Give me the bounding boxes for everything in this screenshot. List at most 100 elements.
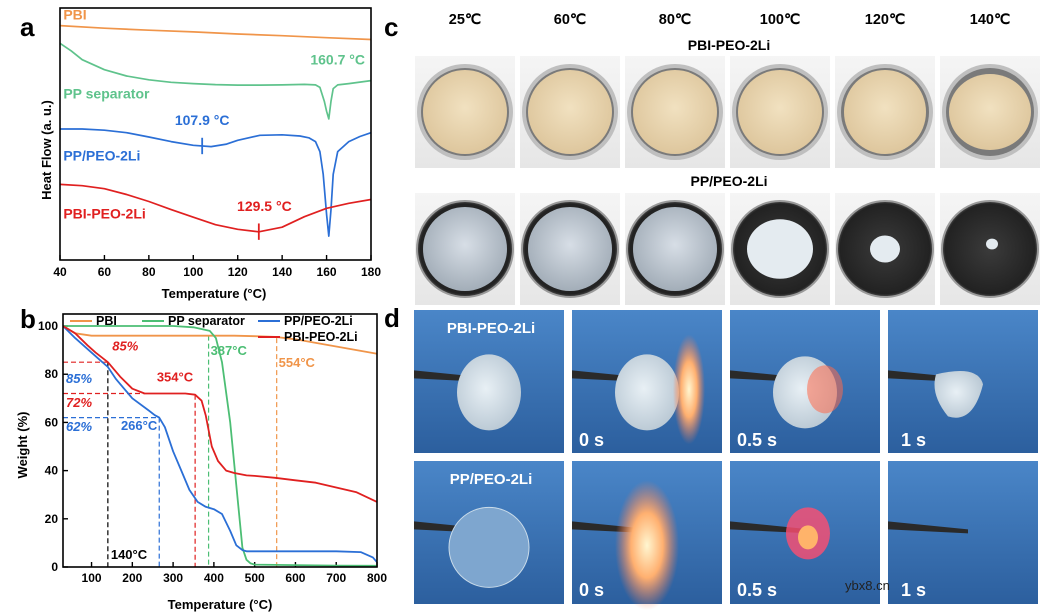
a-x-tick-label: 40	[53, 265, 67, 279]
b-annotation-354: 354°C	[157, 369, 194, 384]
photo-row-pbi-peo	[415, 56, 1040, 168]
b-legend-label: PP separator	[168, 314, 245, 328]
b-annotation-85-pp: 85%	[66, 371, 92, 386]
b-series-line	[63, 325, 378, 567]
b-series-line	[62, 325, 378, 355]
temperature-labels: 25℃ 60℃ 80℃ 100℃ 120℃ 140℃	[449, 12, 1011, 28]
panel-label-b: b	[20, 304, 36, 334]
a-series-line	[60, 128, 372, 237]
chart-b-ticks: 100 200 300 400 500 600 700 800 0 20 40 60 80 100	[38, 319, 387, 585]
a-series-line	[59, 24, 372, 41]
pp-peo-photo	[835, 193, 935, 305]
flame-photo	[730, 310, 880, 453]
flame-photo	[888, 310, 1038, 453]
pp-peo-photo	[940, 193, 1040, 305]
chart-a-x-ticks: 40 60 80 100 120 140 160 180	[53, 255, 381, 279]
b-x-tick-label: 800	[367, 571, 387, 585]
pp-peo-photo	[625, 193, 725, 305]
b-y-tick-label: 20	[45, 512, 59, 526]
b-legend-label: PBI-PEO-2Li	[284, 330, 358, 344]
b-annotation-140: 140°C	[111, 547, 148, 562]
b-x-tick-label: 500	[245, 571, 265, 585]
d-time-05s-r1: 0.5 s	[737, 430, 777, 450]
temperature-label: 60℃	[554, 12, 587, 28]
b-annotation-554: 554°C	[279, 355, 316, 370]
d-row1-label: PBI-PEO-2Li	[447, 320, 535, 337]
d-time-05s-r2: 0.5 s	[737, 580, 777, 600]
flame-photo	[414, 461, 564, 604]
b-x-tick-label: 700	[326, 571, 346, 585]
b-x-tick-label: 200	[122, 571, 142, 585]
chart-a-xlabel: Temperature (°C)	[162, 286, 267, 301]
chart-b-ylabel: Weight (%)	[15, 412, 30, 479]
flame-test-photos	[414, 310, 1038, 611]
a-x-tick-label: 120	[228, 265, 248, 279]
b-annotation-387: 387°C	[211, 343, 248, 358]
pp-peo-photo	[415, 193, 515, 305]
temperature-label: 25℃	[449, 12, 482, 28]
panel-label-c: c	[384, 12, 398, 42]
watermark: ybx8.cn	[845, 578, 890, 593]
b-x-tick-label: 300	[163, 571, 183, 585]
b-annotation-266: 266°C	[121, 418, 158, 433]
a-x-tick-label: 60	[98, 265, 112, 279]
pbi-peo-photo	[625, 56, 725, 168]
row-label-pp-peo: PP/PEO-2Li	[690, 173, 767, 189]
b-series-line	[62, 325, 378, 563]
a-x-tick-label: 160	[317, 265, 337, 279]
flame-photo	[730, 461, 880, 604]
pbi-peo-photo	[730, 56, 830, 168]
a-annotation: 160.7 °C	[310, 52, 365, 68]
d-time-1s-r2: 1 s	[901, 580, 926, 600]
chart-b-legend: PBI PP separator PP/PEO-2Li PBI-PEO-2Li	[70, 314, 358, 344]
b-y-tick-label: 60	[45, 415, 59, 429]
temperature-label: 80℃	[659, 12, 692, 28]
b-legend-label: PBI	[96, 314, 117, 328]
pbi-peo-photo	[415, 56, 515, 168]
b-x-tick-label: 100	[82, 571, 102, 585]
panel-c: c 25℃ 60℃ 80℃ 100℃ 120℃ 140℃ PBI-PEO-2Li PP/P…	[384, 12, 1040, 305]
b-legend-label: PP/PEO-2Li	[284, 314, 353, 328]
b-annotation-62: 62%	[66, 419, 92, 434]
panel-a: a Heat Flow (a. u.) Temperature (°C) 40 6…	[20, 6, 381, 301]
flame-photo	[414, 310, 564, 453]
b-annotation-72: 72%	[66, 395, 92, 410]
pp-peo-photo	[520, 193, 620, 305]
d-time-1s-r1: 1 s	[901, 430, 926, 450]
temperature-label: 140℃	[970, 12, 1011, 28]
d-time-0s-r1: 0 s	[579, 430, 604, 450]
temperature-label: 100℃	[760, 12, 801, 28]
b-x-tick-label: 600	[285, 571, 305, 585]
flame-photo	[888, 461, 1038, 604]
d-row2-label: PP/PEO-2Li	[450, 471, 533, 488]
panel-label-a: a	[20, 12, 35, 42]
pbi-peo-photo	[940, 56, 1040, 168]
a-series-line	[59, 42, 372, 120]
d-time-0s-r2: 0 s	[579, 580, 604, 600]
a-annotation: 129.5 °C	[237, 198, 292, 214]
chart-a-frame	[59, 7, 372, 261]
pp-peo-photo	[730, 193, 830, 305]
a-x-tick-label: 180	[361, 265, 381, 279]
a-x-tick-label: 100	[183, 265, 203, 279]
a-x-tick-label: 140	[272, 265, 292, 279]
chart-a-ylabel: Heat Flow (a. u.)	[39, 100, 54, 200]
a-series-label: PP/PEO-2Li	[63, 147, 140, 163]
panel-d: d PBI-PEO-2Li PP/PEO-2Li 0 s 0.5 s 1 s 0…	[384, 303, 1038, 611]
photo-row-pp-peo	[415, 193, 1040, 305]
a-series-label: PBI-PEO-2Li	[63, 205, 145, 221]
panel-label-d: d	[384, 303, 400, 333]
row-label-pbi-peo: PBI-PEO-2Li	[688, 37, 770, 53]
b-x-tick-label: 400	[204, 571, 224, 585]
chart-a-plot-area: PBI PP separator PP/PEO-2Li PBI-PEO-2Li 160.…	[59, 6, 372, 240]
chart-b-xlabel: Temperature (°C)	[168, 597, 273, 612]
flame-photo	[572, 461, 722, 611]
panel-b: b Weight (%) Temperature (°C) 100 200 300 4…	[15, 304, 387, 612]
a-series-label: PBI	[63, 6, 86, 22]
chart-b-plot-area: 85% 85% 72% 62% 354°C 266°C 387°C 554°C 140°C	[62, 325, 378, 567]
a-series-line	[59, 183, 372, 233]
b-series-line	[62, 325, 378, 503]
a-series-label: PP separator	[63, 86, 150, 102]
a-x-tick-label: 80	[142, 265, 156, 279]
